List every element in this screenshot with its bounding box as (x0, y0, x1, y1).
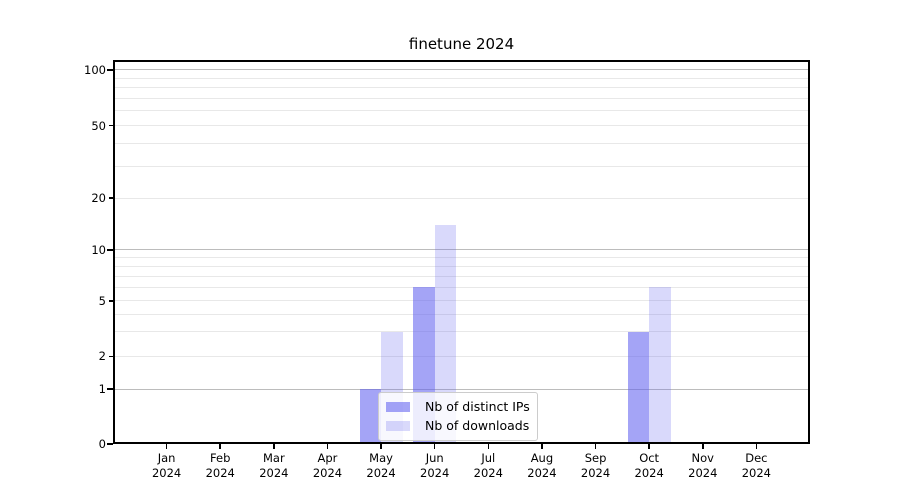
y-tick-label: 20 (91, 191, 106, 206)
y-tick-mark (109, 355, 113, 358)
x-tick-label: Jul 2024 (445, 451, 531, 481)
x-tick-label: Nov 2024 (660, 451, 746, 481)
y-tick-mark (107, 69, 113, 71)
gridline-minor (113, 87, 810, 89)
chart-title: finetune 2024 (408, 35, 515, 53)
bar-distinct-ips-oct (627, 331, 650, 444)
x-tick-month: Sep (584, 451, 607, 465)
legend-row: Nb of downloads (386, 418, 530, 434)
gridline-minor (113, 197, 810, 199)
x-tick-month: Jan (157, 451, 176, 465)
x-tick-mark (648, 444, 650, 449)
x-tick-year: 2024 (741, 466, 772, 480)
x-tick-year: 2024 (205, 466, 235, 480)
x-tick-month: Aug (530, 451, 554, 465)
x-tick-label: Sep 2024 (553, 451, 639, 481)
x-tick-month: Apr (317, 451, 338, 465)
legend-swatch (386, 402, 410, 412)
legend-label: Nb of distinct IPs (425, 399, 530, 414)
gridline-minor (113, 265, 810, 267)
x-tick-mark (273, 444, 275, 449)
bar-downloads-oct (649, 287, 671, 444)
x-tick-year: 2024 (259, 466, 289, 480)
x-tick-mark (702, 444, 704, 449)
x-tick-mark (487, 444, 490, 449)
gridline-minor (113, 77, 810, 79)
x-tick-year: 2024 (527, 466, 557, 480)
x-tick-year: 2024 (580, 466, 611, 480)
gridline-minor (113, 142, 810, 144)
x-tick-year: 2024 (688, 466, 718, 480)
gridline-minor (113, 125, 810, 127)
y-tick-label: 1 (98, 382, 106, 397)
x-tick-month: Nov (691, 451, 714, 465)
legend-label: Nb of downloads (425, 418, 530, 433)
y-tick-mark (107, 443, 113, 445)
gridline-major (113, 69, 810, 71)
gridline-minor (113, 313, 810, 315)
legend-swatch (386, 421, 410, 431)
y-tick-label: 10 (91, 242, 106, 257)
bar-downloads-jun (434, 224, 457, 444)
y-tick-label: 50 (91, 118, 106, 133)
bar-distinct-ips-may (359, 389, 382, 444)
x-tick-label: Mar 2024 (231, 451, 317, 481)
x-tick-month: Jun (425, 451, 444, 465)
gridline-major (113, 249, 810, 251)
y-tick-mark (107, 388, 113, 390)
y-tick-mark (109, 124, 113, 127)
x-tick-month: Oct (639, 451, 660, 465)
x-tick-year: 2024 (366, 466, 396, 480)
gridline-minor (113, 165, 810, 167)
x-tick-month: May (369, 451, 393, 465)
x-tick-label: Apr 2024 (284, 451, 370, 481)
x-tick-month: Mar (262, 451, 285, 465)
x-tick-label: Aug 2024 (499, 451, 585, 481)
x-tick-label: Dec 2024 (713, 451, 799, 481)
gridline-minor (113, 300, 810, 302)
x-tick-label: Jan 2024 (124, 451, 210, 481)
gridline-minor (113, 98, 810, 100)
gridline-minor (113, 275, 810, 277)
x-tick-mark (326, 444, 329, 449)
y-tick-label: 2 (98, 349, 106, 364)
x-tick-year: 2024 (151, 466, 182, 480)
x-tick-mark (755, 444, 758, 449)
x-tick-month: Jul (481, 451, 496, 465)
gridline-minor (113, 286, 810, 288)
chart-legend: Nb of distinct IPs Nb of downloads (378, 392, 538, 441)
x-tick-label: Oct 2024 (606, 451, 692, 481)
gridline-minor (113, 257, 810, 259)
y-tick-label: 0 (98, 437, 106, 451)
y-tick-mark (109, 300, 113, 302)
y-tick-mark (107, 249, 113, 251)
x-tick-mark (433, 444, 436, 449)
y-tick-label: 5 (98, 293, 106, 308)
plot-area (113, 60, 810, 444)
gridline-minor (113, 355, 810, 357)
gridline-minor (113, 331, 810, 333)
x-tick-mark (219, 444, 221, 449)
x-tick-month: Dec (745, 451, 768, 465)
gridline-major (113, 388, 810, 390)
x-tick-year: 2024 (473, 466, 503, 480)
x-tick-mark (541, 444, 543, 449)
x-tick-label: May 2024 (338, 451, 424, 481)
gridline-minor (113, 110, 810, 112)
legend-row: Nb of distinct IPs (386, 399, 530, 415)
y-tick-label: 100 (84, 62, 106, 77)
x-tick-label: Jun 2024 (392, 451, 478, 481)
x-tick-year: 2024 (634, 466, 664, 480)
x-tick-mark (165, 444, 168, 449)
x-tick-year: 2024 (312, 466, 343, 480)
x-tick-mark (380, 444, 382, 449)
x-tick-month: Feb (210, 451, 231, 465)
x-tick-year: 2024 (420, 466, 450, 480)
x-tick-mark (594, 444, 597, 449)
y-tick-mark (109, 197, 113, 199)
x-tick-label: Feb 2024 (177, 451, 263, 481)
